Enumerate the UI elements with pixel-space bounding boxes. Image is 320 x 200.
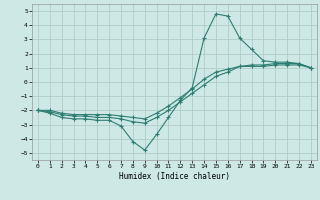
X-axis label: Humidex (Indice chaleur): Humidex (Indice chaleur) xyxy=(119,172,230,181)
